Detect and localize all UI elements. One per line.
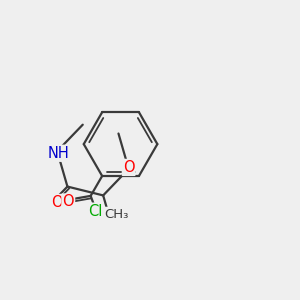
Text: CH₃: CH₃ bbox=[104, 208, 129, 221]
Text: NH: NH bbox=[48, 146, 70, 161]
Text: O: O bbox=[62, 194, 74, 209]
Text: O: O bbox=[123, 160, 134, 175]
Text: Cl: Cl bbox=[88, 204, 102, 219]
Text: O: O bbox=[52, 195, 63, 210]
